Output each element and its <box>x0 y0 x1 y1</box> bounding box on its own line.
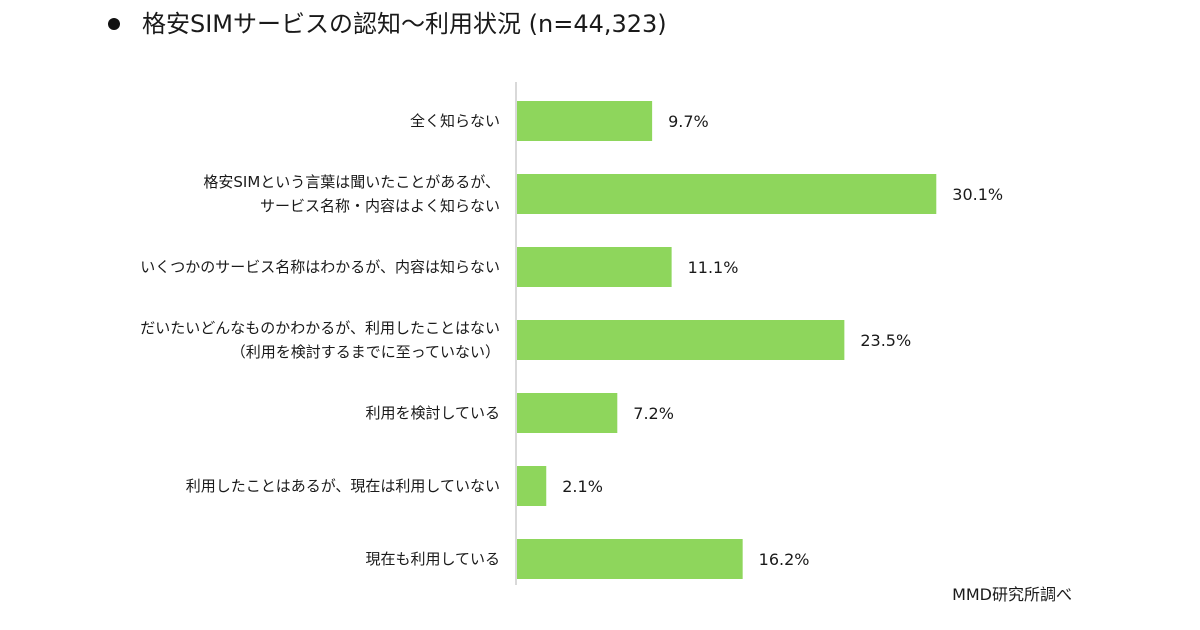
chart-title: 格安SIMサービスの認知〜利用状況 (n=44,323) <box>108 8 667 40</box>
bar <box>517 466 547 506</box>
title-bullet <box>108 18 120 30</box>
data-label: 9.7% <box>668 112 709 131</box>
data-label: 11.1% <box>688 258 739 277</box>
bar <box>517 539 743 579</box>
data-label: 30.1% <box>952 185 1003 204</box>
bar <box>517 393 618 433</box>
bar <box>517 174 937 214</box>
category-label: だいたいどんなものかわかるが、利用したことはない <box>140 319 500 337</box>
category-label: （利用を検討するまでに至っていない） <box>231 343 500 361</box>
category-label: サービス名称・内容はよく知らない <box>260 197 500 215</box>
source-credit: MMD研究所調べ <box>952 585 1072 604</box>
category-label: 全く知らない <box>410 112 500 130</box>
bar <box>517 320 845 360</box>
data-label: 2.1% <box>562 477 603 496</box>
data-label: 7.2% <box>633 404 674 423</box>
bar <box>517 101 653 141</box>
bar <box>517 247 672 287</box>
category-label: 利用を検討している <box>365 404 500 422</box>
category-label: 格安SIMという言葉は聞いたことがあるが、 <box>203 173 500 191</box>
category-label: 利用したことはあるが、現在は利用していない <box>186 477 500 495</box>
chart-title-text: 格安SIMサービスの認知〜利用状況 (n=44,323) <box>142 10 667 38</box>
category-label: 現在も利用している <box>365 550 500 568</box>
category-label: いくつかのサービス名称はわかるが、内容は知らない <box>140 258 500 276</box>
data-label: 16.2% <box>759 550 810 569</box>
data-label: 23.5% <box>860 331 911 350</box>
